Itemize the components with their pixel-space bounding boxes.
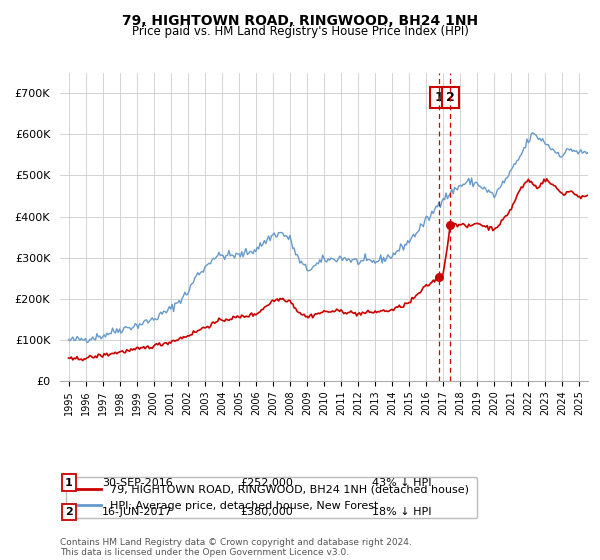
Text: 43% ↓ HPI: 43% ↓ HPI [372, 478, 431, 488]
Text: 30-SEP-2016: 30-SEP-2016 [102, 478, 173, 488]
Text: Price paid vs. HM Land Registry's House Price Index (HPI): Price paid vs. HM Land Registry's House … [131, 25, 469, 38]
Text: 2: 2 [65, 507, 73, 517]
Text: 79, HIGHTOWN ROAD, RINGWOOD, BH24 1NH: 79, HIGHTOWN ROAD, RINGWOOD, BH24 1NH [122, 14, 478, 28]
Legend: 79, HIGHTOWN ROAD, RINGWOOD, BH24 1NH (detached house), HPI: Average price, deta: 79, HIGHTOWN ROAD, RINGWOOD, BH24 1NH (d… [65, 477, 477, 519]
Text: Contains HM Land Registry data © Crown copyright and database right 2024.
This d: Contains HM Land Registry data © Crown c… [60, 538, 412, 557]
Point [434, 273, 444, 282]
Text: 18% ↓ HPI: 18% ↓ HPI [372, 507, 431, 517]
Text: 1: 1 [65, 478, 73, 488]
Text: 2: 2 [446, 91, 455, 104]
Text: 16-JUN-2017: 16-JUN-2017 [102, 507, 173, 517]
Text: 1: 1 [434, 91, 443, 104]
Text: £380,000: £380,000 [240, 507, 293, 517]
Text: £252,000: £252,000 [240, 478, 293, 488]
Point [446, 220, 455, 229]
